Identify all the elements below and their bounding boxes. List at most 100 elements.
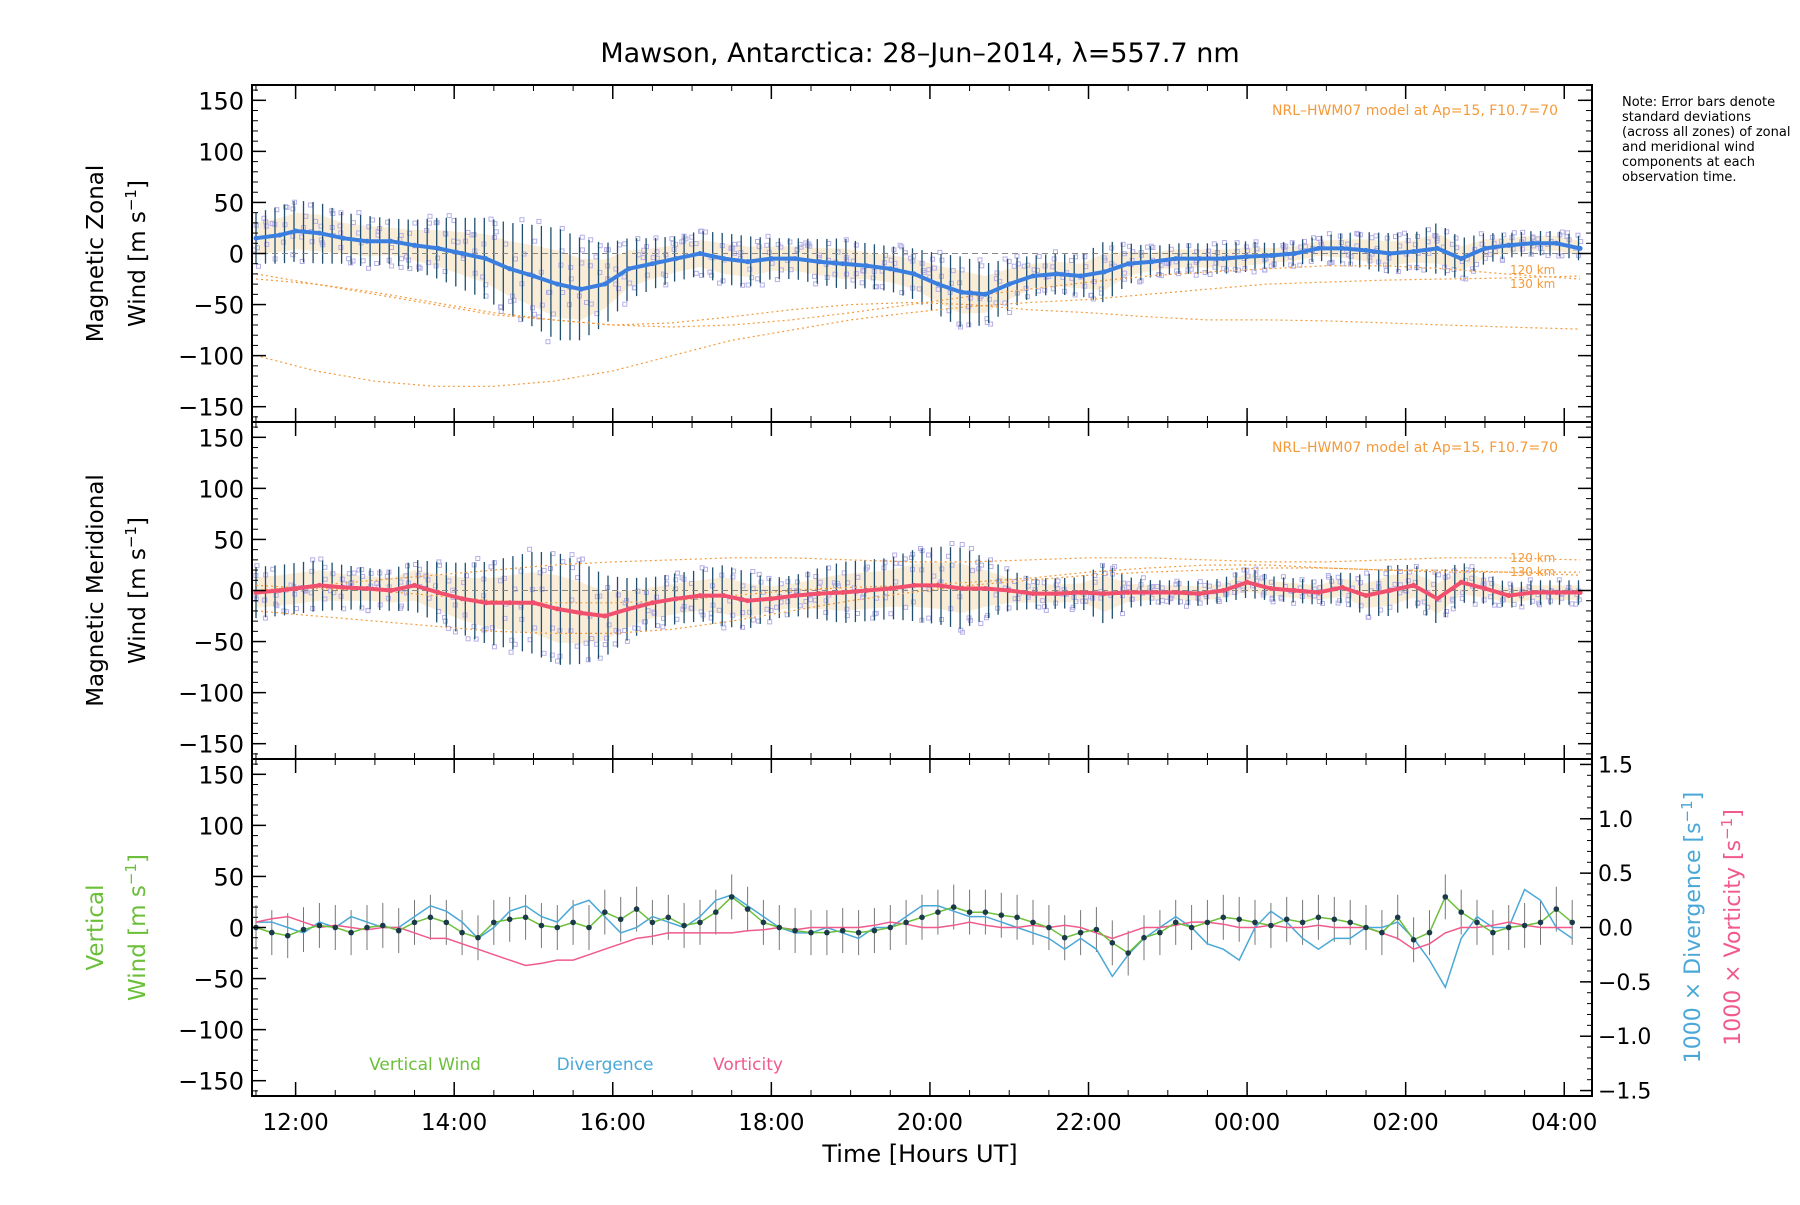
zone-sample-marker: [1205, 252, 1211, 257]
zone-sample-marker: [1487, 252, 1493, 258]
zone-sample-marker: [338, 230, 344, 236]
zone-sample-marker: [1546, 594, 1552, 600]
mean-wind-point: [1197, 256, 1202, 262]
zone-sample-marker: [532, 238, 538, 244]
vertical-wind-point: [966, 909, 973, 915]
mean-wind-point: [887, 586, 893, 591]
zone-sample-marker: [950, 268, 956, 274]
zone-sample-marker: [669, 236, 675, 242]
mean-wind-point: [602, 613, 608, 619]
zone-sample-marker: [1392, 581, 1398, 587]
zone-sample-marker: [290, 206, 296, 212]
zone-sample-marker: [1432, 569, 1438, 575]
zone-sample-marker: [622, 301, 628, 307]
mean-wind-point: [864, 588, 869, 593]
zone-sample-marker: [309, 568, 315, 574]
zone-sample-marker: [366, 224, 372, 230]
mean-wind-point: [1506, 242, 1512, 248]
zone-sample-marker: [673, 241, 679, 247]
mean-wind-point: [1030, 273, 1036, 279]
zone-sample-marker: [918, 546, 923, 551]
zone-sample-marker: [699, 228, 705, 234]
zone-sample-marker: [262, 597, 268, 603]
divergence-axis-label-sup: −1: [1678, 800, 1696, 822]
mean-wind-point: [1339, 584, 1345, 590]
zone-sample-marker: [902, 556, 908, 562]
zone-sample-marker: [758, 579, 764, 585]
vertical-wind-point: [348, 929, 354, 936]
zone-sample-marker: [1478, 231, 1484, 237]
y-tick-label: 150: [198, 87, 244, 115]
mean-wind-point: [388, 588, 394, 593]
y-tick-label: 50: [213, 526, 244, 554]
zone-sample-marker: [407, 230, 412, 236]
zone-sample-marker: [1055, 578, 1061, 584]
zone-sample-marker: [541, 567, 547, 573]
mean-wind-point: [483, 600, 489, 606]
error-bar-note: Note: Error bars denote standard deviati…: [1622, 95, 1791, 185]
vertical-wind-point: [760, 919, 767, 926]
zone-sample-marker: [1270, 599, 1276, 605]
zone-sample-marker: [568, 264, 574, 270]
vertical-wind-point: [1553, 906, 1560, 912]
x-tick-label: 18:00: [738, 1110, 804, 1136]
zone-sample-marker: [966, 322, 972, 328]
mean-wind-point: [1458, 256, 1464, 262]
zone-sample-marker: [1308, 258, 1314, 264]
vertical-wind-point: [1283, 916, 1290, 923]
mean-wind-point: [911, 582, 917, 588]
vertical-wind-point: [443, 919, 450, 926]
mean-wind-point: [1149, 259, 1155, 265]
zone-sample-marker: [988, 321, 994, 327]
zone-sample-marker: [350, 220, 356, 226]
zone-sample-marker: [956, 321, 962, 327]
zone-sample-marker: [937, 249, 943, 255]
zone-sample-marker: [309, 239, 315, 245]
zone-sample-marker: [1144, 244, 1150, 250]
vertical-wind-point: [284, 932, 291, 939]
zone-sample-marker: [579, 556, 585, 562]
vertical-wind-point: [1458, 909, 1464, 915]
y-tick-label: 0: [229, 578, 244, 606]
mean-wind-point: [316, 582, 322, 588]
mean-wind-point: [1411, 582, 1417, 588]
y2-tick-label: 1.0: [1598, 808, 1633, 833]
zone-sample-marker: [475, 556, 481, 561]
zone-sample-marker: [1280, 242, 1286, 248]
divergence-axis-label: 1000 × Divergence [s−1]: [1678, 792, 1706, 1064]
zone-sample-marker: [853, 271, 859, 277]
vertical-wind-point: [300, 926, 307, 933]
mean-wind-point: [483, 256, 489, 262]
mean-wind-point: [649, 600, 655, 606]
zone-sample-marker: [775, 242, 781, 247]
zone-sample-marker: [597, 593, 603, 599]
mean-wind-point: [1173, 256, 1179, 262]
zone-sample-marker: [644, 272, 650, 278]
vertical-wind-point: [538, 922, 545, 929]
vertical-wind-point: [617, 916, 624, 923]
mean-wind-point: [554, 606, 560, 612]
mean-wind-point: [792, 593, 798, 599]
zone-sample-marker: [1364, 570, 1370, 576]
zone-sample-marker: [1004, 566, 1010, 572]
vertical-wind-point: [395, 927, 402, 934]
zone-sample-marker: [318, 556, 324, 562]
y-tick-label: 0: [229, 241, 244, 269]
mean-wind-point: [935, 281, 941, 287]
mean-wind-point: [792, 256, 798, 262]
zone-sample-marker: [360, 258, 366, 264]
mean-wind-point: [959, 586, 965, 591]
zone-sample-marker: [1357, 232, 1363, 238]
zone-sample-marker: [1425, 604, 1431, 610]
zone-sample-marker: [663, 252, 669, 258]
zone-sample-marker: [555, 658, 560, 664]
vertical-wind-point: [491, 919, 497, 926]
vertical-wind-point: [1426, 929, 1433, 936]
vertical-wind-point: [887, 924, 894, 931]
model-annotation: NRL–HWM07 model at Ap=15, F10.7=70: [1272, 103, 1558, 119]
zone-sample-marker: [1251, 269, 1257, 275]
mean-wind-point: [887, 266, 893, 272]
y-axis-label-end: ]: [125, 180, 151, 189]
mean-wind-point: [1125, 590, 1131, 595]
zone-sample-marker: [765, 233, 771, 239]
